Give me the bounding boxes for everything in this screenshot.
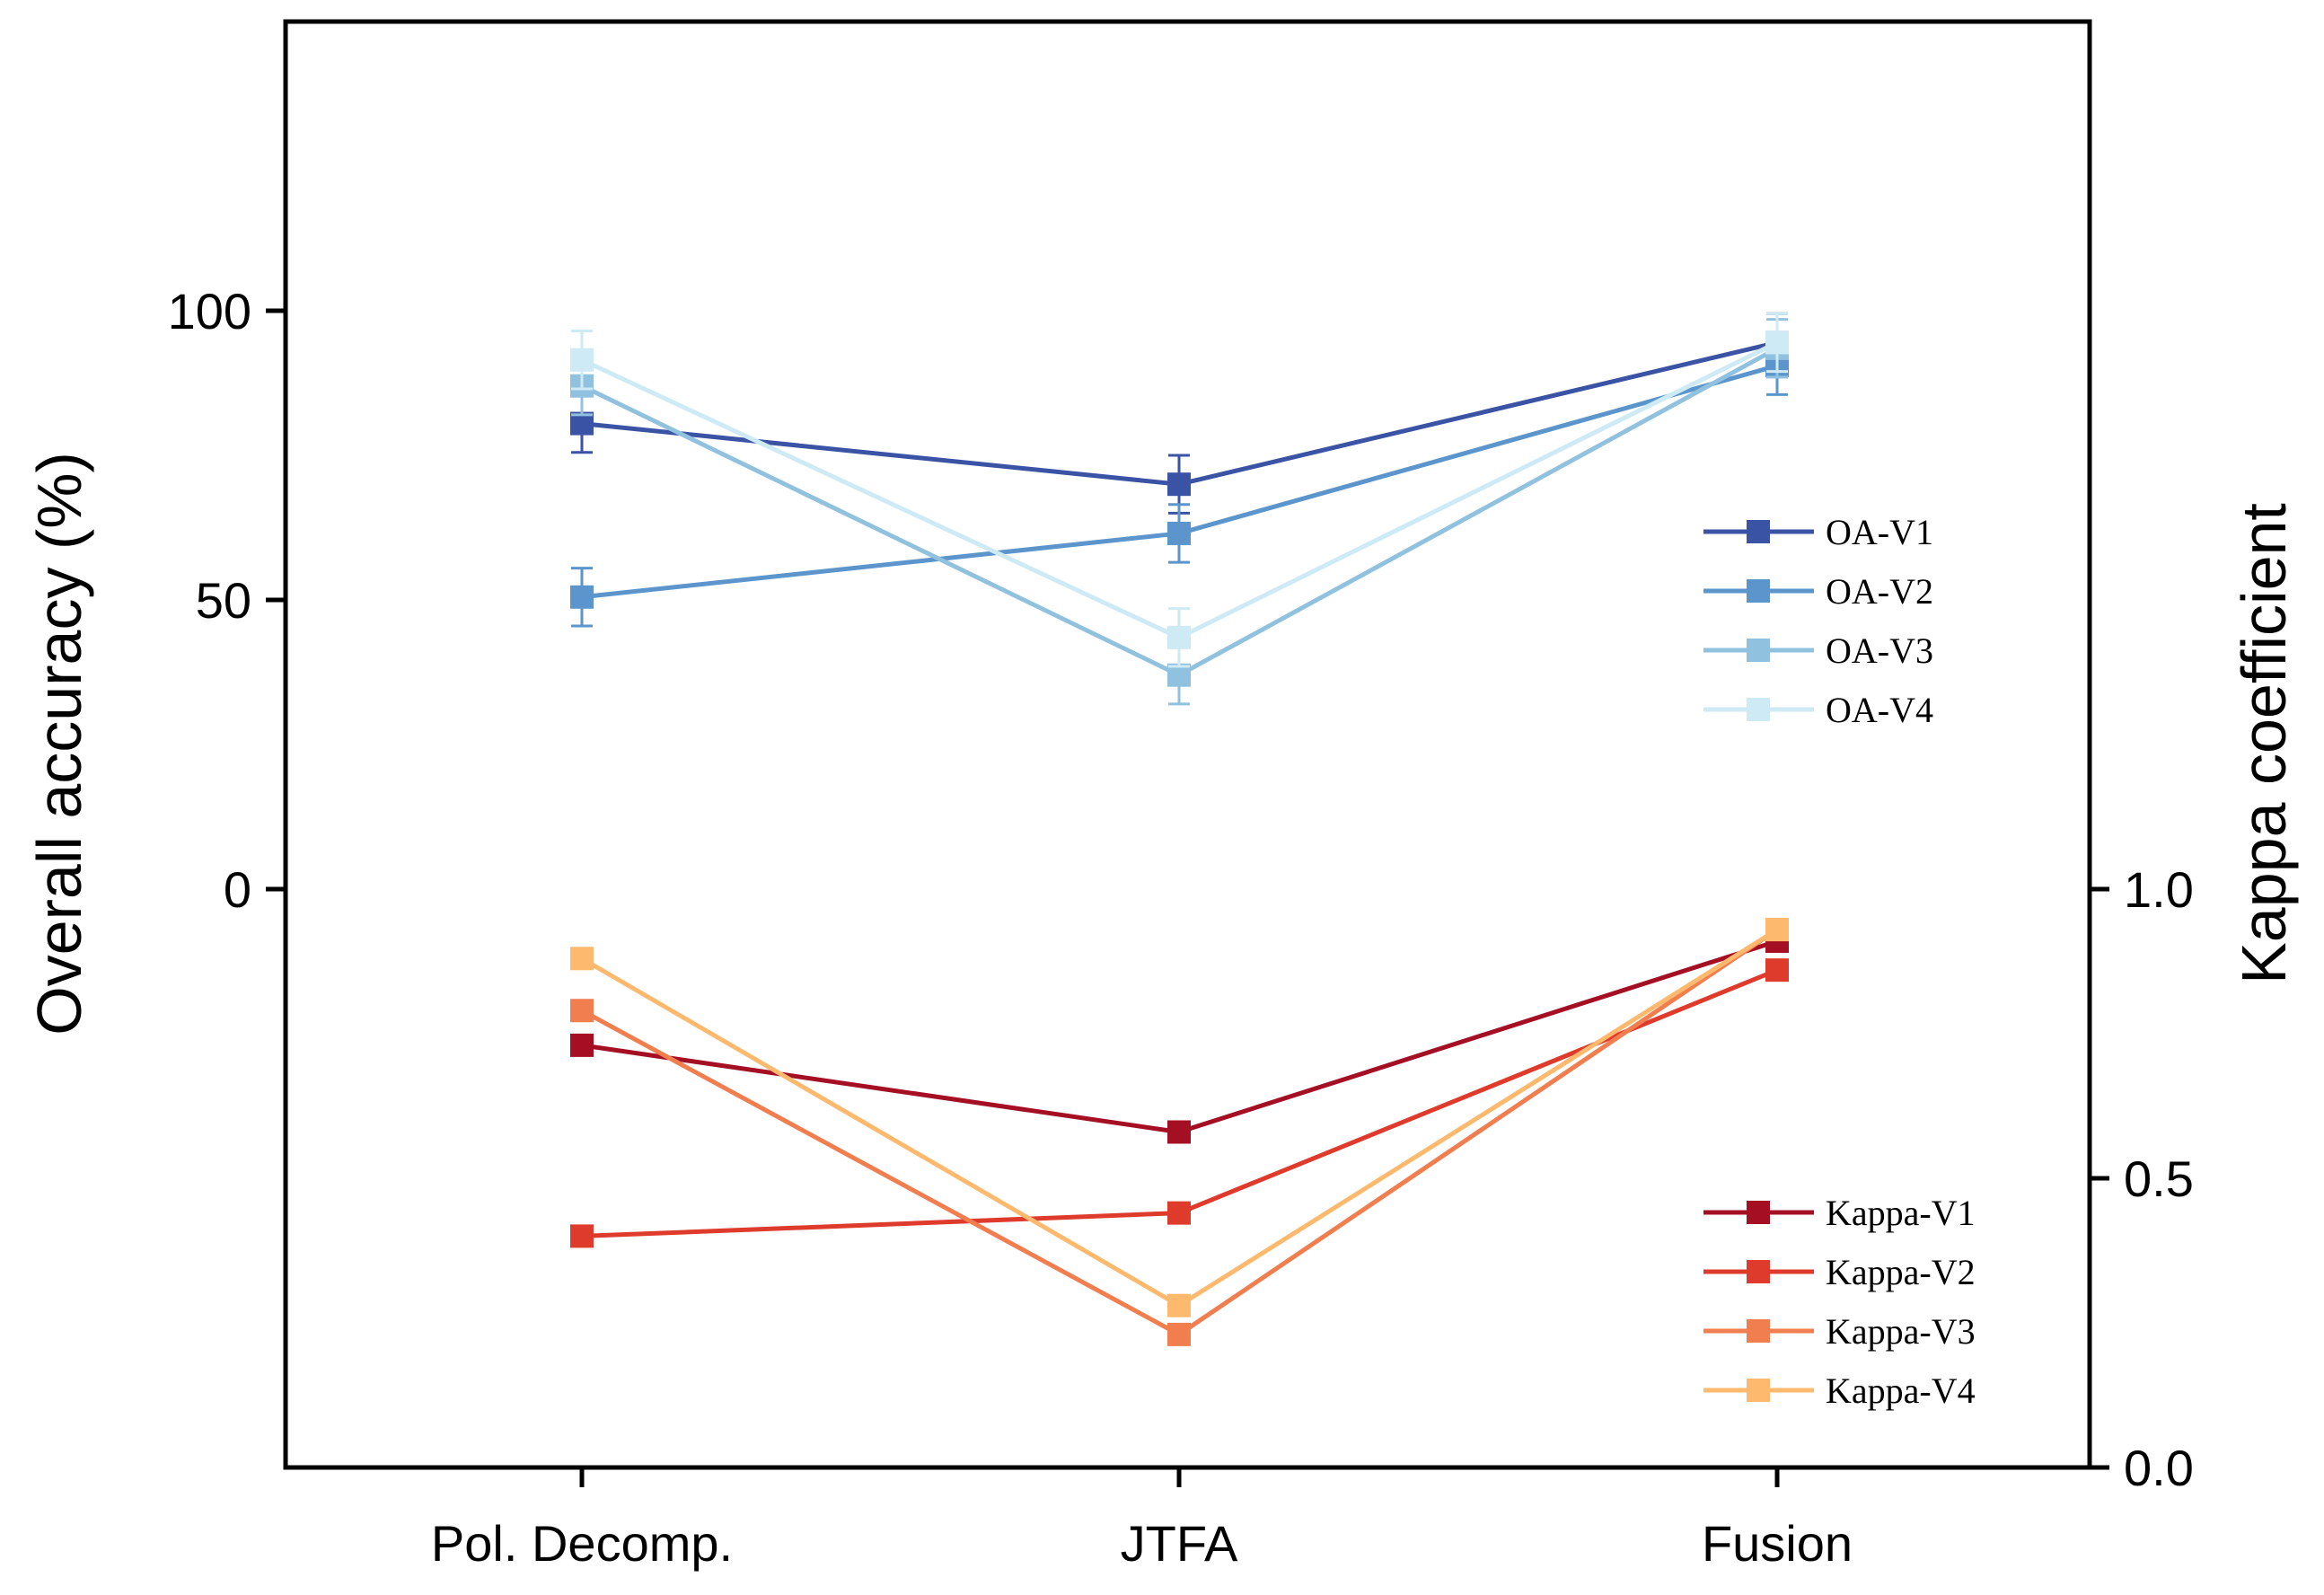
x-tick-label: Pol. Decomp. [431, 1515, 733, 1572]
left-y-axis: 0 50 100 [168, 283, 286, 918]
legend-swatch-marker [1747, 579, 1770, 603]
legend-label: Kappa-V2 [1826, 1252, 1976, 1292]
legend-kappa: Kappa-V1 Kappa-V2 Kappa-V3 Kappa-V4 [1703, 1193, 1976, 1411]
legend-swatch-marker [1747, 520, 1770, 543]
kappa-point [570, 947, 594, 971]
kappa-point [570, 999, 594, 1023]
right-tick-label: 0.5 [2124, 1150, 2194, 1207]
plot-frame [283, 19, 2092, 1470]
legend-swatch-marker [1747, 698, 1770, 721]
legend-swatch-marker [1747, 1201, 1770, 1224]
legend-item-oa-v4: OA-V4 [1703, 690, 1933, 730]
kappa-point [1765, 958, 1789, 983]
x-tick-label: Fusion [1702, 1515, 1853, 1572]
oa-point [570, 348, 594, 372]
legend-item-kappa-v2: Kappa-V2 [1703, 1252, 1976, 1292]
legend-swatch-marker [1747, 1260, 1770, 1283]
legend-label: OA-V3 [1826, 630, 1933, 671]
kappa-point [1167, 1201, 1191, 1225]
right-tick-label: 0.0 [2124, 1440, 2194, 1496]
series-layer [570, 312, 1789, 1346]
left-tick-label: 100 [168, 283, 251, 339]
oa-point [1167, 472, 1191, 497]
kappa-point [1167, 1120, 1191, 1144]
legend-item-kappa-v1: Kappa-V1 [1703, 1193, 1976, 1233]
oa-point [1765, 330, 1789, 355]
legend-label: Kappa-V4 [1826, 1370, 1976, 1411]
legend-label: Kappa-V1 [1826, 1193, 1976, 1233]
legend-item-kappa-v3: Kappa-V3 [1703, 1311, 1976, 1352]
kappa-series-4 [570, 918, 1789, 1317]
legend-label: OA-V2 [1826, 571, 1933, 612]
legend-label: OA-V4 [1826, 690, 1933, 730]
oa-series-2 [570, 335, 1789, 628]
legend-swatch-marker [1747, 1319, 1770, 1343]
left-tick-label: 50 [196, 572, 251, 629]
legend-swatch-marker [1747, 639, 1770, 662]
left-axis-title: Overall accuracy (%) [24, 452, 94, 1035]
oa-series-4 [570, 312, 1789, 668]
legend-label: OA-V1 [1826, 512, 1933, 552]
x-tick-label: JTFA [1121, 1515, 1238, 1572]
legend-oa: OA-V1 OA-V2 OA-V3 OA-V4 [1703, 512, 1933, 730]
right-axis-title: Kappa coefficient [2229, 503, 2299, 984]
kappa-point [1167, 1322, 1191, 1346]
legend-item-kappa-v4: Kappa-V4 [1703, 1370, 1976, 1411]
oa-point [1167, 521, 1191, 545]
oa-point [1167, 625, 1191, 649]
oa-point [570, 585, 594, 609]
legend-item-oa-v3: OA-V3 [1703, 630, 1933, 671]
legend-label: Kappa-V3 [1826, 1311, 1976, 1352]
right-tick-label: 1.0 [2124, 861, 2194, 918]
left-tick-label: 0 [224, 861, 251, 918]
kappa-point [570, 1033, 594, 1057]
x-axis: Pol. Decomp. JTFA Fusion [431, 1467, 1853, 1572]
kappa-line [580, 927, 1779, 1309]
kappa-point [1167, 1293, 1191, 1317]
legend-item-oa-v2: OA-V2 [1703, 571, 1933, 612]
legend-item-oa-v1: OA-V1 [1703, 512, 1933, 552]
kappa-line [581, 967, 1778, 1238]
legend-swatch-marker [1747, 1379, 1770, 1402]
kappa-series-2 [570, 958, 1789, 1248]
kappa-point [1765, 918, 1789, 942]
kappa-point [570, 1224, 594, 1248]
kappa-series-3 [570, 918, 1789, 1346]
kappa-line [581, 938, 1778, 1134]
right-y-axis: 0.0 0.5 1.0 [2090, 861, 2194, 1496]
